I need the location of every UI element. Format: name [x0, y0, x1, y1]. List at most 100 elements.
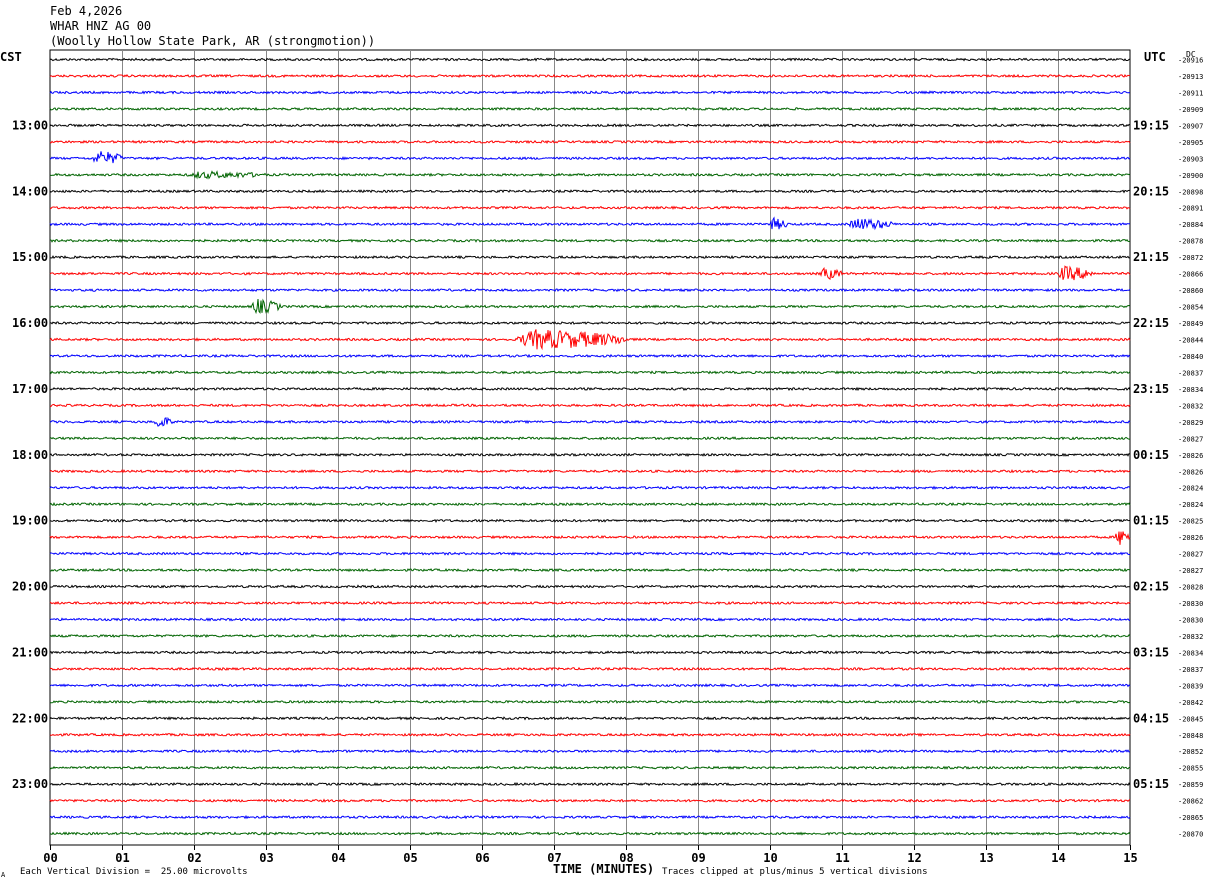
trace-line [49, 205, 1131, 211]
right-timezone-label: UTC [1144, 50, 1166, 64]
dc-offset-label: -20849 [1178, 320, 1203, 328]
dc-offset-label: -20837 [1178, 369, 1203, 377]
trace-line [49, 485, 1131, 490]
dc-offset-label: -20916 [1178, 57, 1203, 65]
dc-offset-label: -20855 [1178, 765, 1203, 773]
x-tick-label: 10 [763, 851, 777, 865]
trace-line [50, 518, 1131, 523]
dc-offset-label: -20844 [1178, 336, 1203, 344]
x-axis-title: TIME (MINUTES) [553, 862, 655, 876]
footer-scale: Each Vertical Division = 25.00 microvolt… [20, 867, 248, 877]
trace-line [49, 73, 1131, 79]
trace-line [49, 452, 1131, 457]
dc-offset-label: -20878 [1178, 238, 1203, 246]
trace-line [50, 254, 1131, 260]
left-hour-label: 15:00 [12, 250, 48, 264]
trace-line [49, 151, 1131, 164]
left-hour-label: 19:00 [12, 514, 48, 528]
left-timezone-label: CST [0, 50, 22, 64]
trace-line [49, 416, 1131, 427]
left-hour-label: 18:00 [12, 448, 48, 462]
left-hour-label: 23:00 [12, 777, 48, 791]
left-hour-label: 17:00 [12, 382, 48, 396]
header-location: (Woolly Hollow State Park, AR (strongmot… [50, 34, 376, 48]
dc-offset-label: -20866 [1178, 271, 1203, 279]
trace-line [49, 106, 1131, 112]
dc-offset-label: -20827 [1178, 567, 1203, 575]
trace-line [49, 353, 1131, 359]
dc-offset-label: -20898 [1178, 188, 1203, 196]
x-tick-label: 01 [115, 851, 129, 865]
trace-line [49, 749, 1131, 754]
plot-frame [49, 49, 1131, 846]
trace-line [49, 732, 1131, 738]
trace-line [49, 370, 1131, 375]
footer-clip: Traces clipped at plus/minus 5 vertical … [662, 867, 928, 877]
right-hour-label: 02:15 [1133, 580, 1169, 594]
trace-line [49, 782, 1131, 787]
dc-offset-label: -20830 [1178, 616, 1203, 624]
trace-line [49, 765, 1131, 770]
x-tick-label: 07 [547, 851, 561, 865]
x-tick-label: 14 [1051, 851, 1065, 865]
dc-offset-label: -20872 [1178, 254, 1203, 262]
dc-offset-label: -20832 [1178, 402, 1203, 410]
left-hour-label: 14:00 [12, 184, 48, 198]
time-grid [49, 49, 1131, 846]
left-hour-label: 13:00 [12, 118, 48, 132]
dc-offset-label: -20905 [1178, 139, 1203, 147]
trace-line [49, 329, 1131, 351]
x-tick-label: 15 [1123, 851, 1137, 865]
dc-offset-label: -20911 [1178, 89, 1203, 97]
footer-mark: A [1, 871, 6, 879]
trace-line [49, 57, 1131, 62]
left-hour-label: 20:00 [12, 580, 48, 594]
dc-offset-label: -20909 [1178, 106, 1203, 114]
x-tick-label: 06 [475, 851, 489, 865]
trace-line [49, 716, 1131, 721]
dc-offset-label: -20832 [1178, 633, 1203, 641]
dc-offset-label: -20825 [1178, 518, 1203, 526]
trace-line [49, 617, 1131, 622]
dc-offset-label: -20845 [1178, 715, 1203, 723]
trace-line [49, 469, 1131, 474]
dc-offset-label: -20834 [1178, 386, 1203, 394]
dc-offset-label: -20862 [1178, 798, 1203, 806]
right-hour-label: 22:15 [1133, 316, 1169, 330]
trace-line [49, 265, 1131, 281]
dc-offset-label: -20839 [1178, 682, 1203, 690]
dc-offset-label: -20842 [1178, 699, 1203, 707]
trace-line [49, 531, 1131, 545]
header-date: Feb 4,2026 [50, 4, 123, 18]
trace-line [49, 814, 1131, 820]
trace-line [49, 216, 1131, 231]
trace-line [49, 403, 1131, 408]
x-tick-label: 05 [403, 851, 417, 865]
trace-line [49, 320, 1131, 326]
x-tick-label: 12 [907, 851, 921, 865]
trace-line [49, 551, 1130, 556]
right-hour-label: 00:15 [1133, 448, 1169, 462]
left-hour-label: 16:00 [12, 316, 48, 330]
x-tick-label: 13 [979, 851, 993, 865]
trace-line [49, 666, 1131, 671]
dc-offset-label: -20852 [1178, 748, 1203, 756]
labels-group: -20916 -20913 -20911 -20909 -20907 -20905 -209… [12, 57, 1203, 866]
left-hour-label: 22:00 [12, 711, 48, 725]
dc-offset-label: -20907 [1178, 122, 1203, 130]
dc-offset-label: -20827 [1178, 551, 1203, 559]
right-hour-label: 05:15 [1133, 777, 1169, 791]
trace-line [49, 650, 1131, 655]
dc-offset-label: -20913 [1178, 73, 1203, 81]
dc-offset-label: -20891 [1178, 205, 1203, 213]
x-tick-label: 08 [619, 851, 633, 865]
dc-offset-label: -20859 [1178, 781, 1203, 789]
dc-offset-label: -20826 [1178, 468, 1203, 476]
x-tick-label: 04 [331, 851, 345, 865]
dc-offset-label: -20848 [1178, 732, 1203, 740]
dc-offset-label: -20884 [1178, 221, 1203, 229]
dc-offset-label: -20834 [1178, 649, 1203, 657]
dc-offset-label: -20826 [1178, 452, 1203, 460]
right-hour-label: 21:15 [1133, 250, 1169, 264]
x-tick-label: 03 [259, 851, 273, 865]
